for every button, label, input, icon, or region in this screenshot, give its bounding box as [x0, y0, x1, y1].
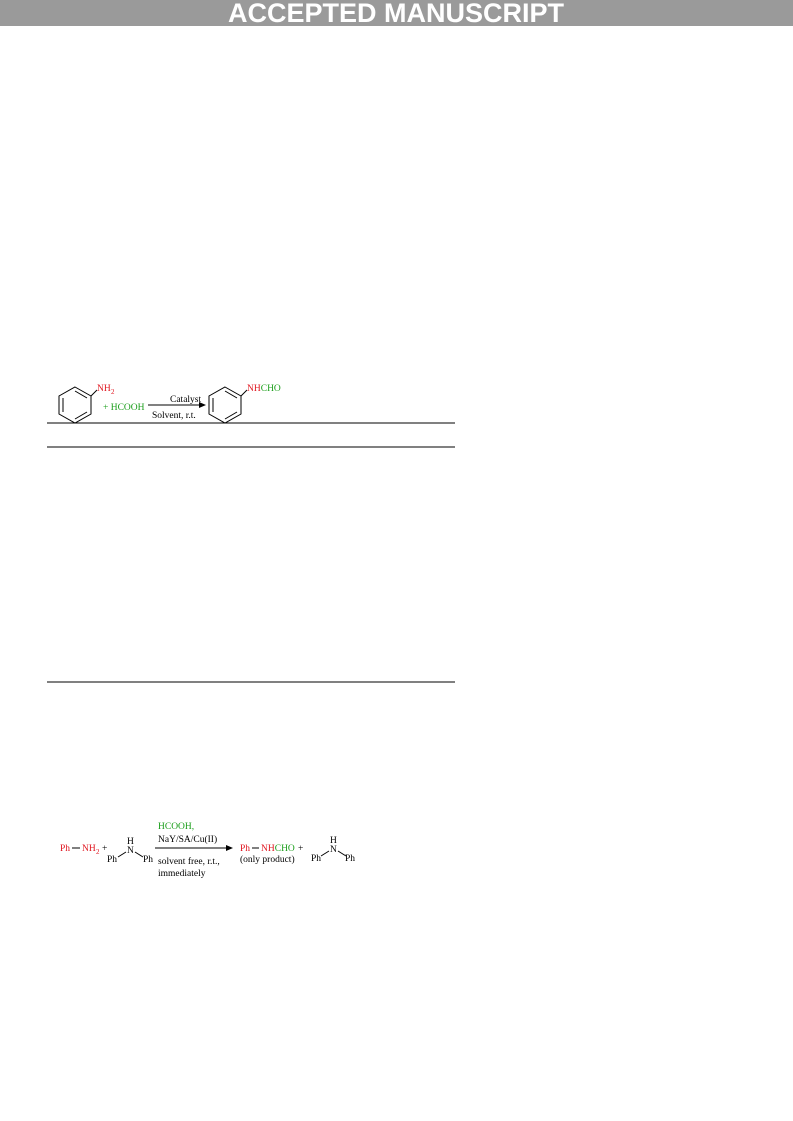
ring-bond [74, 390, 88, 399]
catalyst: NaY/SA/Cu(II) [158, 834, 217, 845]
group-amine: NH [261, 844, 275, 854]
bond [320, 850, 330, 857]
scheme-1: NH 2 + HCOOH Catalyst Solvent, r.t. NHCH… [58, 384, 281, 424]
atom: N [330, 845, 337, 855]
arrow-head [199, 402, 206, 408]
banner-text: ACCEPTED MANUSCRIPT [228, 0, 565, 28]
group-formyl: CHO [275, 844, 295, 854]
subscript: 2 [111, 388, 115, 396]
reagent: + HCOOH [103, 403, 145, 413]
benzene-ring [208, 386, 242, 424]
atom: Ph [143, 855, 153, 865]
group: Ph [240, 844, 250, 854]
condition: immediately [158, 869, 206, 879]
note: (only product) [240, 854, 295, 865]
group: Ph [60, 844, 70, 854]
group: NHCHO [247, 384, 281, 394]
atom: N [127, 846, 134, 856]
scheme-2: Ph NH 2 + H N Ph Ph HCOOH, NaY/SA/Cu(II)… [60, 822, 355, 879]
condition: Catalyst [170, 395, 201, 405]
ring-bond [74, 411, 88, 420]
atom: H [330, 836, 337, 846]
group: NH [82, 844, 96, 854]
atom: Ph [345, 854, 355, 864]
bond [117, 851, 127, 858]
atom: Ph [107, 855, 117, 865]
ring-bond [224, 411, 238, 420]
condition: Solvent, r.t. [152, 411, 196, 421]
plus: + [298, 844, 303, 854]
condition: solvent free, r.t., [158, 856, 220, 867]
reagent: HCOOH, [158, 822, 194, 832]
bond [337, 850, 347, 857]
group-formyl: CHO [261, 384, 281, 394]
bond [90, 389, 98, 397]
arrow-head [226, 845, 233, 851]
ring-bond [224, 390, 238, 399]
plus: + [102, 844, 107, 854]
benzene-ring [58, 386, 92, 424]
group: NHCHO [261, 844, 295, 854]
bond [240, 389, 248, 397]
atom: Ph [311, 854, 321, 864]
banner-bar [0, 0, 793, 26]
group: NH [97, 384, 111, 394]
subscript: 2 [96, 848, 100, 856]
atom: H [127, 837, 134, 847]
bond [134, 851, 144, 858]
group-amine: NH [247, 384, 261, 394]
